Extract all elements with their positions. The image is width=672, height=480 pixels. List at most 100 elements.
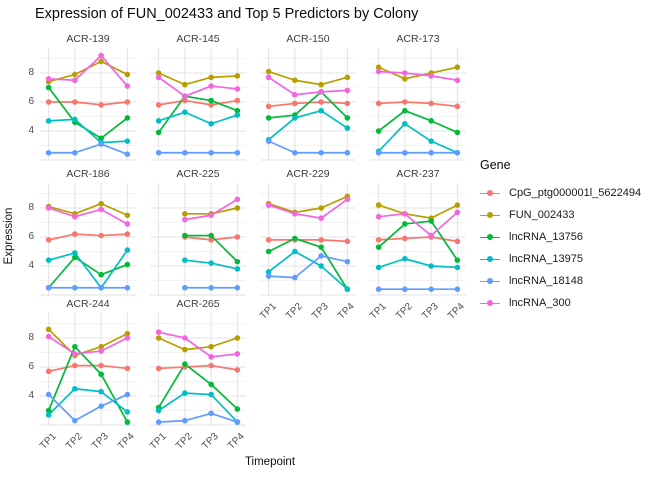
legend-key-dot bbox=[487, 278, 493, 284]
series-point-lncRNA_13756 bbox=[208, 381, 214, 388]
series-point-lncRNA_300 bbox=[182, 93, 188, 99]
series-point-lncRNA_18148 bbox=[208, 149, 214, 156]
series-point-lncRNA_13756 bbox=[98, 271, 104, 278]
series-point-lncRNA_300 bbox=[265, 202, 272, 208]
series-point-FUN_002433 bbox=[155, 70, 162, 76]
facet-label-ACR-186: ACR-186 bbox=[66, 168, 110, 180]
facet-panel-ACR-150 bbox=[260, 48, 356, 161]
series-point-lncRNA_18148 bbox=[124, 391, 131, 398]
legend: Gene CpG_ptg000001l_5622494 FUN_002433 lnc… bbox=[480, 158, 641, 314]
series-point-lncRNA_300 bbox=[124, 335, 131, 341]
series-point-lncRNA_13975 bbox=[72, 116, 78, 123]
series-point-CpG_ptg000001l_5622494 bbox=[402, 99, 408, 105]
series-point-lncRNA_300 bbox=[155, 74, 162, 81]
facet-label-ACR-139: ACR-139 bbox=[66, 33, 110, 45]
series-point-FUN_002433 bbox=[182, 81, 188, 88]
series-point-FUN_002433 bbox=[124, 330, 131, 337]
x-tick-label: TP1 bbox=[367, 301, 389, 322]
series-point-lncRNA_13975 bbox=[234, 266, 241, 272]
legend-item-label: lncRNA_13756 bbox=[509, 231, 583, 243]
series-line-lncRNA_13975 bbox=[157, 392, 239, 423]
series-point-lncRNA_13756 bbox=[234, 406, 241, 412]
series-point-lncRNA_300 bbox=[292, 211, 298, 217]
series-point-FUN_002433 bbox=[344, 74, 351, 81]
facet-panel-ACR-229 bbox=[260, 183, 356, 296]
series-point-CpG_ptg000001l_5622494 bbox=[72, 231, 78, 237]
x-tick-label: TP4 bbox=[336, 301, 358, 322]
series-point-lncRNA_13756 bbox=[124, 115, 131, 121]
series-point-FUN_002433 bbox=[98, 58, 104, 65]
series-point-lncRNA_13975 bbox=[124, 138, 131, 144]
series-point-lncRNA_13756 bbox=[124, 419, 131, 425]
x-tick-label: TP1 bbox=[257, 301, 279, 322]
series-point-lncRNA_18148 bbox=[234, 149, 241, 156]
series-point-lncRNA_18148 bbox=[454, 149, 461, 156]
series-point-CpG_ptg000001l_5622494 bbox=[208, 237, 214, 243]
series-point-CpG_ptg000001l_5622494 bbox=[72, 99, 78, 105]
series-point-lncRNA_300 bbox=[72, 351, 78, 357]
y-tick-label: 6 bbox=[28, 96, 34, 107]
facet-panel-ACR-265 bbox=[150, 313, 246, 426]
legend-key-dot bbox=[487, 190, 493, 196]
series-point-lncRNA_13756 bbox=[208, 232, 214, 239]
series-point-FUN_002433 bbox=[234, 335, 241, 341]
series-point-lncRNA_300 bbox=[234, 86, 241, 92]
series-point-CpG_ptg000001l_5622494 bbox=[454, 103, 461, 110]
facet-label-ACR-150: ACR-150 bbox=[286, 33, 330, 45]
series-point-FUN_002433 bbox=[45, 326, 52, 333]
legend-item-CpG_ptg000001l_5622494: CpG_ptg000001l_5622494 bbox=[480, 182, 641, 204]
series-line-lncRNA_300 bbox=[267, 76, 349, 96]
series-point-lncRNA_13756 bbox=[98, 371, 104, 378]
series-point-CpG_ptg000001l_5622494 bbox=[155, 102, 162, 108]
series-point-lncRNA_300 bbox=[318, 215, 324, 221]
series-point-lncRNA_18148 bbox=[155, 149, 162, 156]
series-point-CpG_ptg000001l_5622494 bbox=[344, 100, 351, 107]
series-point-lncRNA_13975 bbox=[72, 385, 78, 392]
series-point-FUN_002433 bbox=[454, 202, 461, 208]
series-point-lncRNA_13756 bbox=[375, 128, 382, 134]
series-point-CpG_ptg000001l_5622494 bbox=[344, 238, 351, 245]
series-point-CpG_ptg000001l_5622494 bbox=[124, 365, 131, 372]
legend-item-lncRNA_13975: lncRNA_13975 bbox=[480, 248, 641, 270]
y-tick-label: 4 bbox=[28, 125, 34, 136]
facet-label-ACR-237: ACR-237 bbox=[396, 168, 440, 180]
series-point-lncRNA_18148 bbox=[344, 149, 351, 156]
series-point-CpG_ptg000001l_5622494 bbox=[208, 362, 214, 369]
series-point-lncRNA_300 bbox=[208, 83, 214, 89]
series-point-lncRNA_13756 bbox=[402, 107, 408, 114]
series-point-lncRNA_18148 bbox=[344, 258, 351, 265]
series-line-lncRNA_13975 bbox=[377, 122, 459, 154]
series-point-CpG_ptg000001l_5622494 bbox=[98, 232, 104, 239]
series-point-CpG_ptg000001l_5622494 bbox=[124, 99, 131, 105]
series-point-CpG_ptg000001l_5622494 bbox=[234, 97, 241, 104]
facet-panel-ACR-173 bbox=[370, 48, 466, 161]
series-point-lncRNA_18148 bbox=[234, 284, 241, 291]
series-point-lncRNA_13975 bbox=[318, 107, 324, 114]
series-point-lncRNA_13975 bbox=[428, 263, 434, 269]
series-point-CpG_ptg000001l_5622494 bbox=[402, 235, 408, 242]
x-tick-label: TP2 bbox=[393, 301, 415, 322]
facet-panel-ACR-145 bbox=[150, 48, 246, 161]
series-point-lncRNA_13756 bbox=[182, 361, 188, 367]
series-point-lncRNA_300 bbox=[72, 213, 78, 220]
series-point-FUN_002433 bbox=[292, 77, 298, 84]
series-point-CpG_ptg000001l_5622494 bbox=[318, 237, 324, 243]
series-line-lncRNA_13756 bbox=[377, 109, 459, 134]
series-point-CpG_ptg000001l_5622494 bbox=[98, 102, 104, 108]
series-point-lncRNA_18148 bbox=[292, 274, 298, 281]
series-point-FUN_002433 bbox=[208, 343, 214, 350]
y-tick-label: 4 bbox=[28, 260, 34, 271]
series-point-FUN_002433 bbox=[402, 76, 408, 82]
series-point-lncRNA_18148 bbox=[182, 417, 188, 424]
series-point-FUN_002433 bbox=[124, 71, 131, 78]
series-point-lncRNA_300 bbox=[344, 196, 351, 203]
series-point-lncRNA_300 bbox=[98, 206, 104, 213]
x-tick-label: TP3 bbox=[420, 301, 441, 322]
legend-key-dot bbox=[487, 256, 493, 262]
series-point-lncRNA_18148 bbox=[318, 149, 324, 156]
series-point-lncRNA_13756 bbox=[344, 115, 351, 121]
series-point-lncRNA_300 bbox=[234, 196, 241, 203]
series-point-lncRNA_13975 bbox=[182, 109, 188, 115]
series-point-lncRNA_18148 bbox=[72, 284, 78, 291]
